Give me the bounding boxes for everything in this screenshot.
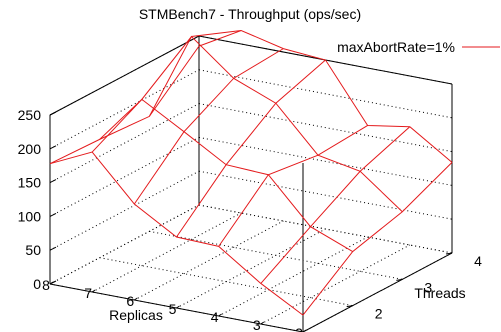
x-tick-label: 7 [84, 285, 92, 301]
y-tick-label: 3 [424, 279, 432, 295]
z-gridline [198, 103, 453, 153]
x-tick-label: 8 [42, 277, 50, 293]
surface-mesh [49, 29, 453, 316]
z-gridline [49, 170, 200, 251]
x-tick [176, 305, 180, 309]
z-tick-label: 200 [18, 141, 42, 157]
x-tick-label: 3 [253, 317, 261, 332]
z-tick-label: 100 [18, 208, 42, 224]
x-tick [91, 289, 96, 293]
surface-line-threads-1 [49, 151, 304, 316]
x-axis-label: Replicas [109, 307, 163, 323]
z-tick-label: 250 [18, 107, 42, 123]
y-tick [396, 278, 403, 281]
z-gridline [198, 170, 453, 220]
y-axis-label: Threads [414, 285, 465, 301]
x-tick [134, 297, 138, 301]
z-gridline [49, 69, 200, 150]
z-gridline [198, 69, 453, 119]
surface-line-replicas-8 [49, 45, 200, 165]
surface-line-replicas-7 [91, 29, 242, 153]
floor-gridline [176, 228, 326, 309]
x-tick-label: 4 [211, 309, 219, 325]
y-tick-label: 4 [474, 253, 482, 269]
y-tick-label: 2 [375, 306, 383, 322]
y-tick [445, 252, 453, 255]
legend-label: maxAbortRate=1% [337, 39, 455, 55]
z-tick-label: 0 [33, 276, 41, 292]
z-gridline [49, 103, 200, 184]
surface-line-replicas-5 [176, 59, 326, 238]
z-tick [49, 179, 57, 184]
chart-title: STMBench7 - Throughput (ops/sec) [139, 6, 361, 22]
x-tick-label: 6 [126, 293, 134, 309]
tick-labels: 05010015020025087654321234 [18, 107, 482, 332]
z-tick [49, 145, 57, 150]
x-tick [218, 313, 222, 317]
x-tick [260, 321, 265, 325]
surface-line-replicas-2 [302, 162, 453, 316]
x-tick [49, 281, 54, 285]
z-tick [49, 212, 57, 217]
z-tick [49, 246, 57, 251]
surface-line-replicas-6 [133, 48, 284, 205]
surface-line-threads-4 [198, 29, 453, 163]
x-tick-label: 5 [169, 301, 177, 317]
plot-grid [49, 35, 453, 332]
z-gridline [198, 136, 453, 186]
z-tick-label: 150 [18, 175, 42, 191]
z-gridline [49, 35, 200, 116]
surface-line-threads-2 [99, 98, 353, 253]
surface-line-replicas-4 [218, 125, 368, 247]
floor-gridline [260, 244, 411, 325]
z-tick [49, 111, 57, 116]
x-tick-label: 2 [295, 325, 303, 332]
floor-gridline [302, 252, 453, 332]
floor-gridline [91, 212, 242, 293]
floor-gridline [134, 220, 284, 301]
floor-gridline [218, 236, 368, 317]
z-tick-label: 50 [25, 242, 41, 258]
legend: maxAbortRate=1% [337, 39, 500, 55]
surface-line-threads-3 [148, 35, 403, 213]
floor-gridline [49, 204, 200, 285]
y-tick [346, 305, 353, 308]
surface-line-replicas-3 [260, 126, 411, 284]
z-gridline [49, 136, 200, 217]
